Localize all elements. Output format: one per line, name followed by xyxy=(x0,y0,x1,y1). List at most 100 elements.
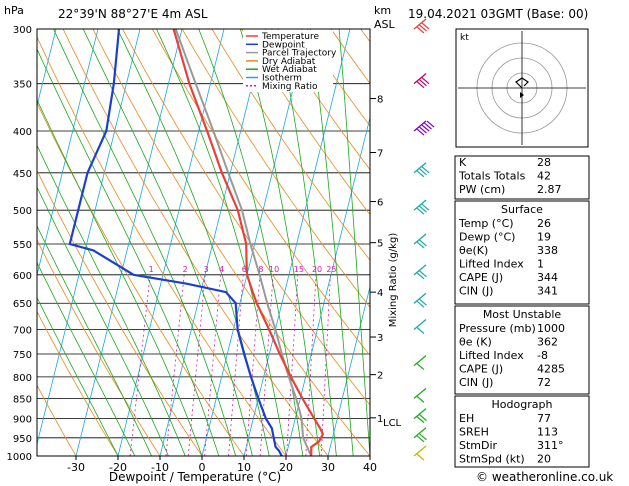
pressure-tick-label: 700 xyxy=(13,326,32,337)
pressure-tick-label: 1000 xyxy=(7,452,32,463)
table-row-label: StmDir xyxy=(459,439,498,452)
table-row-label: θe(K) xyxy=(459,244,488,257)
dry-adiabat-line xyxy=(271,29,370,171)
wind-barb xyxy=(413,292,427,308)
wet-adiabat-line xyxy=(37,261,136,456)
table-row-label: Totals Totals xyxy=(458,170,526,183)
height-tick-label: 7 xyxy=(377,149,383,160)
height-tick-label: 3 xyxy=(377,333,383,344)
table-row-label: EH xyxy=(459,412,474,425)
hodograph-trace xyxy=(515,77,529,89)
temperature-trace xyxy=(172,29,325,456)
mixing-ratio-line xyxy=(204,274,222,456)
isotherm-line xyxy=(0,29,14,456)
isotherm-line xyxy=(37,29,141,446)
table-row-value: 28 xyxy=(537,156,551,169)
table-row-label: CAPE (J) xyxy=(459,271,503,284)
wind-barb xyxy=(413,233,427,249)
table-row-label: CAPE (J) xyxy=(459,363,503,376)
mixing-ratio-label: 6 xyxy=(242,265,247,274)
mixing-ratio-line xyxy=(305,274,317,456)
hodograph-panel: kt xyxy=(455,28,589,148)
pressure-tick-label: 550 xyxy=(13,240,32,251)
table-row-value: 20 xyxy=(537,453,551,466)
wind-barbs xyxy=(413,18,435,461)
table-row-label: CIN (J) xyxy=(459,376,493,389)
table-row-value: 42 xyxy=(537,170,551,183)
temperature-axis: -30 -20 -10 0 10 20 30 40 xyxy=(67,456,377,474)
temperature-tick-label: 10 xyxy=(237,461,251,474)
wind-barb xyxy=(413,319,427,334)
mixing-ratio-label: 8 xyxy=(258,265,263,274)
parcel-trace xyxy=(174,29,313,456)
isotherm-line xyxy=(117,29,225,456)
km-unit-label: km xyxy=(374,4,391,17)
isotherm-line xyxy=(75,29,183,456)
wet-adiabat-line xyxy=(37,225,152,456)
legend-entry: Isotherm xyxy=(262,74,302,84)
p-unit-label: hPa xyxy=(4,4,24,17)
height-tick-label: 4 xyxy=(377,288,383,299)
mixing-ratio-line xyxy=(320,274,331,456)
wind-barb xyxy=(413,445,427,461)
legend-entry: Wet Adiabat xyxy=(262,65,317,75)
wet-adiabat-line xyxy=(53,29,236,456)
dry-adiabat-line xyxy=(122,29,370,406)
table-box xyxy=(454,395,590,468)
table-row-label: PW (cm) xyxy=(459,183,505,196)
dry-adiabat-line xyxy=(37,169,203,456)
pressure-tick-label: 850 xyxy=(13,394,32,405)
wet-adiabat-line xyxy=(156,29,287,456)
location-label: 22°39'N 88°27'E 4m ASL xyxy=(58,7,208,21)
copyright-text: © weatheronline.co.uk xyxy=(476,470,613,484)
isotherm-line xyxy=(243,29,351,456)
mixing-ratio-line xyxy=(165,274,185,456)
table-row-value: 1000 xyxy=(537,322,565,335)
temperature-tick-label: -20 xyxy=(109,461,127,474)
pressure-tick-label: 900 xyxy=(13,415,32,426)
table-section-title: Surface xyxy=(501,203,543,216)
wind-barb xyxy=(413,264,427,280)
table-row-label: StmSpd (kt) xyxy=(459,453,525,466)
wind-barb xyxy=(413,408,427,424)
pressure-tick-label: 450 xyxy=(13,169,32,180)
temperature-tick-label: -30 xyxy=(67,461,85,474)
mixing-ratio-line xyxy=(286,274,299,456)
table-row-value: 311° xyxy=(537,439,564,452)
wind-barb xyxy=(413,162,430,178)
table-row-value: 362 xyxy=(537,336,558,349)
dry-adiabat-line xyxy=(62,29,329,456)
temperature-tick-label: 30 xyxy=(321,461,335,474)
mixing-ratio-line xyxy=(259,274,274,456)
wet-adiabat-line xyxy=(37,48,220,456)
dry-adiabat-line xyxy=(37,310,119,456)
table-row-label: SREH xyxy=(459,426,489,439)
table-section-title: Hodograph xyxy=(492,398,553,411)
indices-table: K 28 Totals Totals 42 PW (cm) 2.87 SurfaceTemp… xyxy=(454,155,590,468)
temperature-tick-label: -10 xyxy=(151,461,169,474)
isotherm-line xyxy=(327,285,370,456)
table-row-label: K xyxy=(459,156,467,169)
table-box xyxy=(454,200,590,305)
dry-adiabat-line xyxy=(37,239,161,456)
dry-adiabat-line xyxy=(37,384,77,456)
height-tick-label: 5 xyxy=(377,239,383,250)
pressure-tick-label: 800 xyxy=(13,373,32,384)
hodograph-unit-label: kt xyxy=(460,33,469,43)
legend-entry: Mixing Ratio xyxy=(262,82,318,92)
wind-barb xyxy=(413,387,427,403)
storm-motion-marker xyxy=(520,92,524,98)
pressure-tick-label: 300 xyxy=(13,25,32,36)
dewpoint-trace xyxy=(68,29,283,456)
height-tick-label: 1 xyxy=(377,414,383,425)
mixing-ratio-label: 10 xyxy=(269,265,279,274)
pressure-tick-label: 350 xyxy=(13,80,32,91)
dry-adiabat-line xyxy=(152,29,370,357)
dry-adiabat-line xyxy=(181,29,370,308)
table-section-title: Most Unstable xyxy=(483,308,562,321)
temperature-tick-label: 40 xyxy=(363,461,377,474)
mixing-ratio-label: 15 xyxy=(294,265,304,274)
pressure-tick-label: 400 xyxy=(13,127,32,138)
